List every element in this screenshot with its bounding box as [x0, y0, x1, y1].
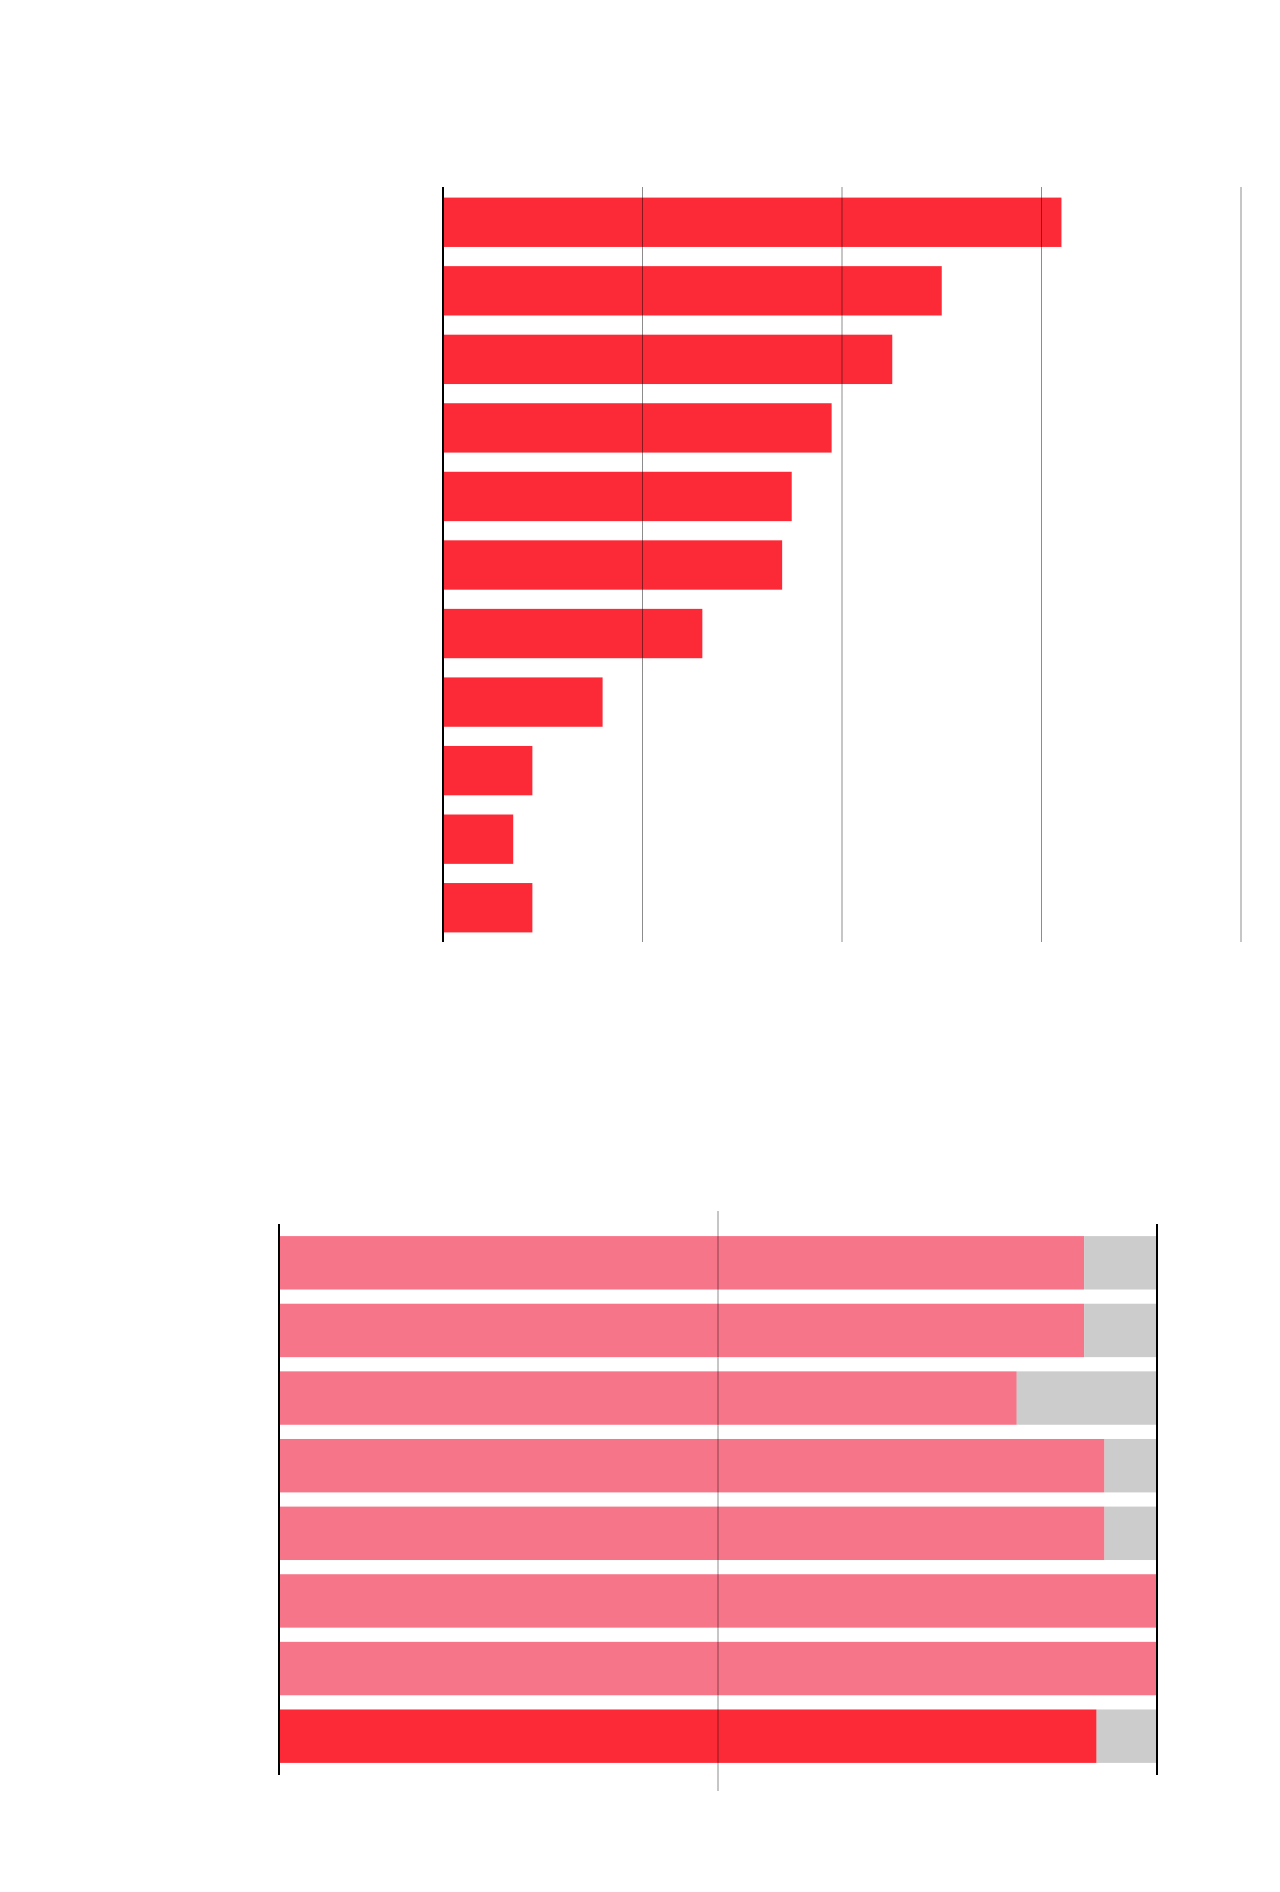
bar-segment [279, 1574, 1157, 1628]
bar [443, 608, 703, 659]
bar-segment [279, 1641, 1157, 1696]
bar [443, 883, 533, 933]
bar-segment [279, 1303, 1085, 1358]
bar-segment [1104, 1438, 1157, 1493]
bar [443, 403, 832, 453]
bar [443, 540, 783, 590]
bar-segment [279, 1438, 1105, 1493]
bar-segment [279, 1236, 1085, 1290]
bar-segment [1084, 1236, 1157, 1290]
bar-segment [1104, 1506, 1157, 1561]
bar [443, 471, 792, 522]
bar-segment [279, 1709, 1097, 1763]
chart [278, 1211, 1158, 1791]
bar-segment [279, 1371, 1017, 1425]
bar-segment [279, 1506, 1105, 1561]
chart [442, 187, 1242, 942]
bar-segment [1096, 1709, 1157, 1763]
bar [443, 266, 942, 316]
bar [443, 814, 514, 864]
bar [443, 677, 603, 727]
bar-segment [1016, 1371, 1157, 1425]
bar [443, 745, 533, 796]
bar [443, 197, 1062, 247]
bar-segment [1084, 1303, 1157, 1358]
bar [443, 334, 893, 385]
